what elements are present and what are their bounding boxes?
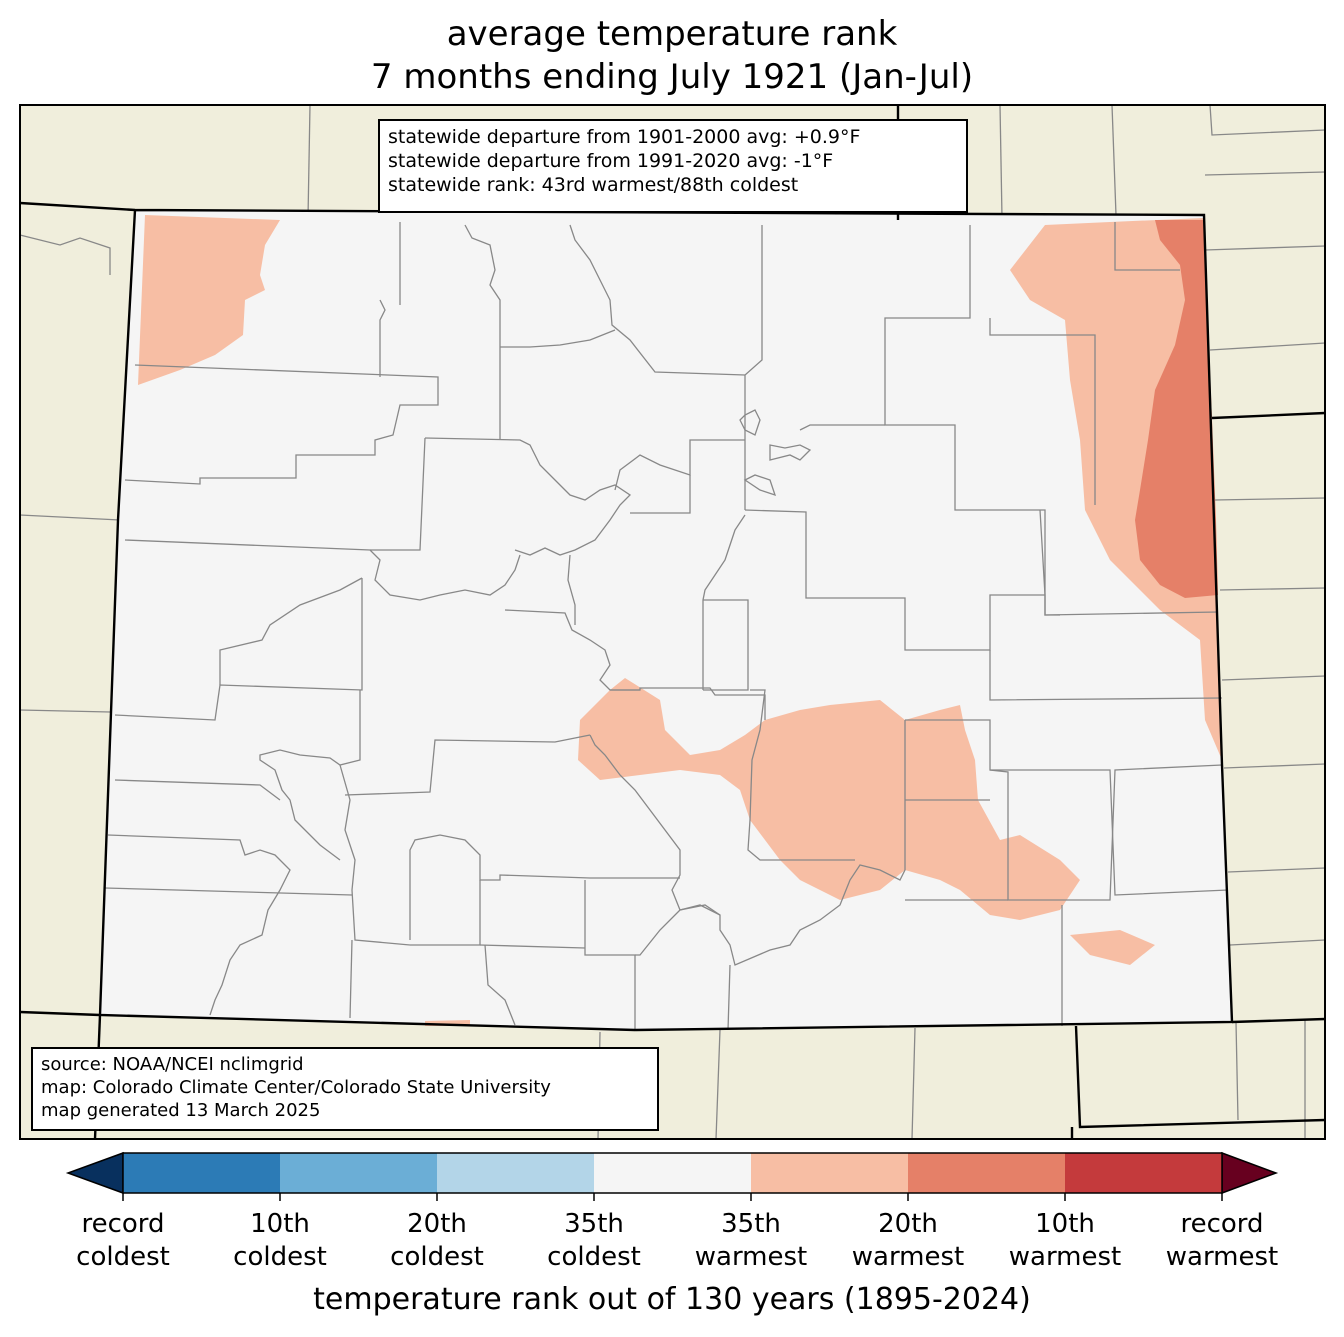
tick-label-line1: 35th [721, 1209, 781, 1239]
map-title-line2: 7 months ending July 1921 (Jan-Jul) [370, 57, 974, 97]
source-line: source: NOAA/NCEI nclimgrid [41, 1054, 304, 1075]
tick-label-line2: coldest [547, 1242, 641, 1272]
tick-label-line1: 20th [878, 1209, 938, 1239]
colorbar [65, 1151, 1279, 1201]
stats-departure-1991-2020: statewide departure from 1991-2020 avg: … [388, 150, 834, 172]
colorbar-extend-low [65, 1151, 124, 1195]
colorbar-tick-label: 20th warmest [828, 1208, 988, 1274]
colorbar-segment [751, 1153, 909, 1193]
tick-label-line2: warmest [1008, 1242, 1122, 1272]
map-frame [19, 104, 1326, 1140]
tick-label-line2: warmest [694, 1242, 808, 1272]
tick-label-line1: 10th [250, 1209, 310, 1239]
tick-label-line2: warmest [851, 1242, 965, 1272]
colorbar-segment [437, 1153, 595, 1193]
colorbar-segment [280, 1153, 438, 1193]
colorbar-segment [1065, 1153, 1223, 1193]
colorbar-segment [594, 1153, 752, 1193]
tick-label-line1: record [81, 1209, 165, 1239]
neighbor-county-lines [19, 104, 1326, 1140]
tick-label-line2: coldest [390, 1242, 484, 1272]
colorbar-tick-label: record warmest [1142, 1208, 1302, 1274]
tick-label-line1: 35th [564, 1209, 624, 1239]
source-credit-box: source: NOAA/NCEI nclimgrid map: Colorad… [31, 1047, 659, 1131]
colorbar-outline [122, 1152, 1223, 1194]
colorbar-tick-label: 20th coldest [357, 1208, 517, 1274]
tick-label-line2: coldest [76, 1242, 170, 1272]
colorbar-tick-label: 35th warmest [671, 1208, 831, 1274]
tick-label-line1: 20th [407, 1209, 467, 1239]
tick-label-line1: record [1180, 1209, 1264, 1239]
colorbar-tick-label: 35th coldest [514, 1208, 674, 1274]
colorbar-segment [908, 1153, 1066, 1193]
tick-label-line1: 10th [1035, 1209, 1095, 1239]
colorbar-title: temperature rank out of 130 years (1895-… [313, 1282, 1031, 1317]
tick-label-line2: warmest [1165, 1242, 1279, 1272]
colorbar-extend-high [1221, 1151, 1279, 1195]
rank-20th-warmest-region [1135, 220, 1218, 598]
map-credit-line: map: Colorado Climate Center/Colorado St… [41, 1077, 551, 1098]
colorbar-tick-label: record coldest [43, 1208, 203, 1274]
stats-statewide-rank: statewide rank: 43rd warmest/88th coldes… [388, 174, 799, 196]
statewide-stats-box: statewide departure from 1901-2000 avg: … [378, 119, 968, 213]
colorbar-tick-label: 10th warmest [985, 1208, 1145, 1274]
colorbar-tick-label: 10th coldest [200, 1208, 360, 1274]
rank-35th-warmest-regions [138, 215, 1222, 1026]
tick-label-line2: coldest [233, 1242, 327, 1272]
map-generated-line: map generated 13 March 2025 [41, 1100, 321, 1121]
map-title-line1: average temperature rank [446, 14, 898, 54]
stats-departure-1901-2000: statewide departure from 1901-2000 avg: … [388, 126, 861, 148]
colorbar-segment [123, 1153, 281, 1193]
county-lines [104, 222, 1229, 1031]
